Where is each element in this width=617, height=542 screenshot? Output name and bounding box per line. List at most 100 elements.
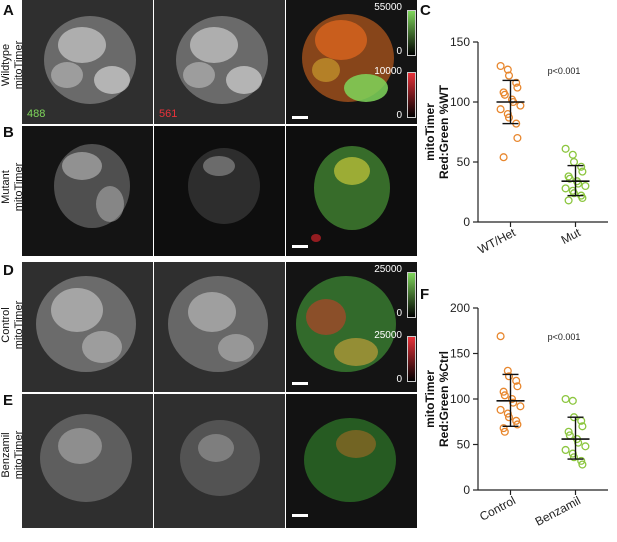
micrograph-d-488 — [22, 262, 153, 392]
micrograph-a-561 — [154, 0, 285, 124]
data-point — [499, 387, 508, 396]
data-point — [569, 453, 579, 462]
panel-letter-a: A — [3, 2, 14, 19]
data-point — [507, 394, 517, 404]
data-point — [504, 113, 514, 122]
data-point — [509, 398, 518, 407]
glomerulus-shape — [176, 16, 268, 104]
micrograph-e-561 — [154, 394, 285, 528]
glomerulus-shape — [36, 276, 136, 372]
micrograph-b-488 — [22, 126, 153, 256]
data-point — [496, 332, 505, 341]
data-point — [568, 150, 577, 159]
y-axis-label-line2: Red:Green %WT — [437, 84, 451, 179]
scale-bar — [292, 116, 308, 119]
data-point — [565, 174, 574, 183]
colorbar-green-max: 25000 — [374, 264, 402, 275]
colorbar-red — [407, 336, 416, 382]
data-point — [500, 90, 509, 99]
data-point — [564, 427, 573, 436]
panel-letter-b: B — [3, 124, 14, 141]
micrograph-a-merge — [286, 0, 417, 124]
data-point — [516, 101, 525, 110]
data-point — [496, 61, 505, 71]
panel-letter-c: C — [420, 2, 431, 19]
scale-bar — [292, 245, 308, 248]
data-point — [496, 105, 505, 114]
y-tick-label: 50 — [457, 438, 471, 452]
colorbar-red-min: 0 — [396, 110, 402, 121]
micrograph-d-561 — [154, 262, 285, 392]
data-point — [561, 184, 570, 193]
y-tick-label: 150 — [450, 347, 470, 361]
data-point — [496, 405, 505, 414]
data-point — [561, 144, 570, 153]
data-point — [569, 157, 579, 167]
y-tick-label: 150 — [450, 35, 470, 49]
y-tick-label: 0 — [463, 215, 470, 229]
y-tick-label: 100 — [450, 392, 470, 406]
plot-f: 0 50 100 150 200 Control Benzamil mitoTimer Red:… — [420, 301, 617, 537]
colorbar-green-min: 0 — [396, 308, 402, 319]
row-label-line1: Wildtype — [0, 43, 12, 87]
y-tick-label: 0 — [463, 483, 470, 497]
data-point — [504, 372, 514, 381]
glomerulus-shape — [188, 148, 260, 224]
data-point — [578, 193, 587, 203]
data-point — [578, 167, 587, 176]
data-point — [581, 181, 590, 191]
p-value-annotation: p<0.001 — [548, 66, 581, 76]
micrograph-d-merge — [286, 262, 417, 392]
data-point — [500, 391, 509, 400]
micrograph-a-488 — [22, 0, 153, 124]
glomerulus-merge-shape — [296, 276, 396, 372]
glomerulus-shape — [40, 414, 132, 502]
colorbar-red-max: 25000 — [374, 330, 402, 341]
panel-letter-d: D — [3, 262, 14, 279]
data-point — [513, 83, 522, 92]
colorbar-green-max: 55000 — [374, 2, 402, 13]
glomerulus-shape — [44, 16, 136, 104]
glomerulus-shape — [168, 276, 268, 372]
row-label-line1: Benzamil — [0, 432, 12, 478]
x-tick-label: Mut — [559, 225, 584, 247]
x-tick-label: WT/Het — [475, 225, 518, 257]
data-point — [577, 456, 586, 465]
y-tick-label: 100 — [450, 95, 470, 109]
colorbar-green — [407, 10, 416, 56]
y-axis-label-line1: mitoTimer — [423, 103, 437, 161]
data-point — [504, 71, 514, 80]
data-point — [564, 196, 573, 205]
data-point — [499, 424, 508, 433]
data-point — [561, 445, 570, 455]
data-point — [569, 189, 579, 198]
micrograph-b-561 — [154, 126, 285, 256]
data-point — [574, 179, 583, 188]
x-tick-label: Control — [477, 493, 518, 524]
x-tick-label: Benzamil — [533, 493, 583, 529]
colorbar-red — [407, 72, 416, 118]
panel-letter-f: F — [420, 286, 430, 303]
data-point — [513, 382, 522, 391]
glomerulus-merge-shape — [302, 14, 394, 102]
data-point — [578, 460, 587, 469]
colorbar-green — [407, 272, 416, 318]
scale-bar — [292, 382, 308, 385]
row-label-line1: Control — [0, 307, 12, 343]
colorbar-green-min: 0 — [396, 46, 402, 57]
channel-label-561: 561 — [159, 108, 178, 120]
panel-letter-e: E — [3, 392, 14, 409]
y-tick-label: 50 — [457, 155, 471, 169]
colorbar-red-min: 0 — [396, 374, 402, 385]
glomerulus-merge-shape — [311, 146, 390, 242]
colorbar-red-max: 10000 — [374, 66, 402, 77]
data-point — [513, 420, 522, 429]
row-label-line1: Mutant — [0, 170, 12, 204]
data-point — [504, 413, 514, 422]
data-point — [512, 78, 521, 87]
data-point — [503, 109, 512, 119]
y-axis-label-line1: mitoTimer — [423, 370, 437, 428]
plot-c: 0 50 100 150 WT/Het Mut mitoTimer Red:Green %WT… — [420, 22, 617, 272]
micrograph-b-merge — [286, 126, 417, 256]
data-point — [512, 376, 521, 385]
